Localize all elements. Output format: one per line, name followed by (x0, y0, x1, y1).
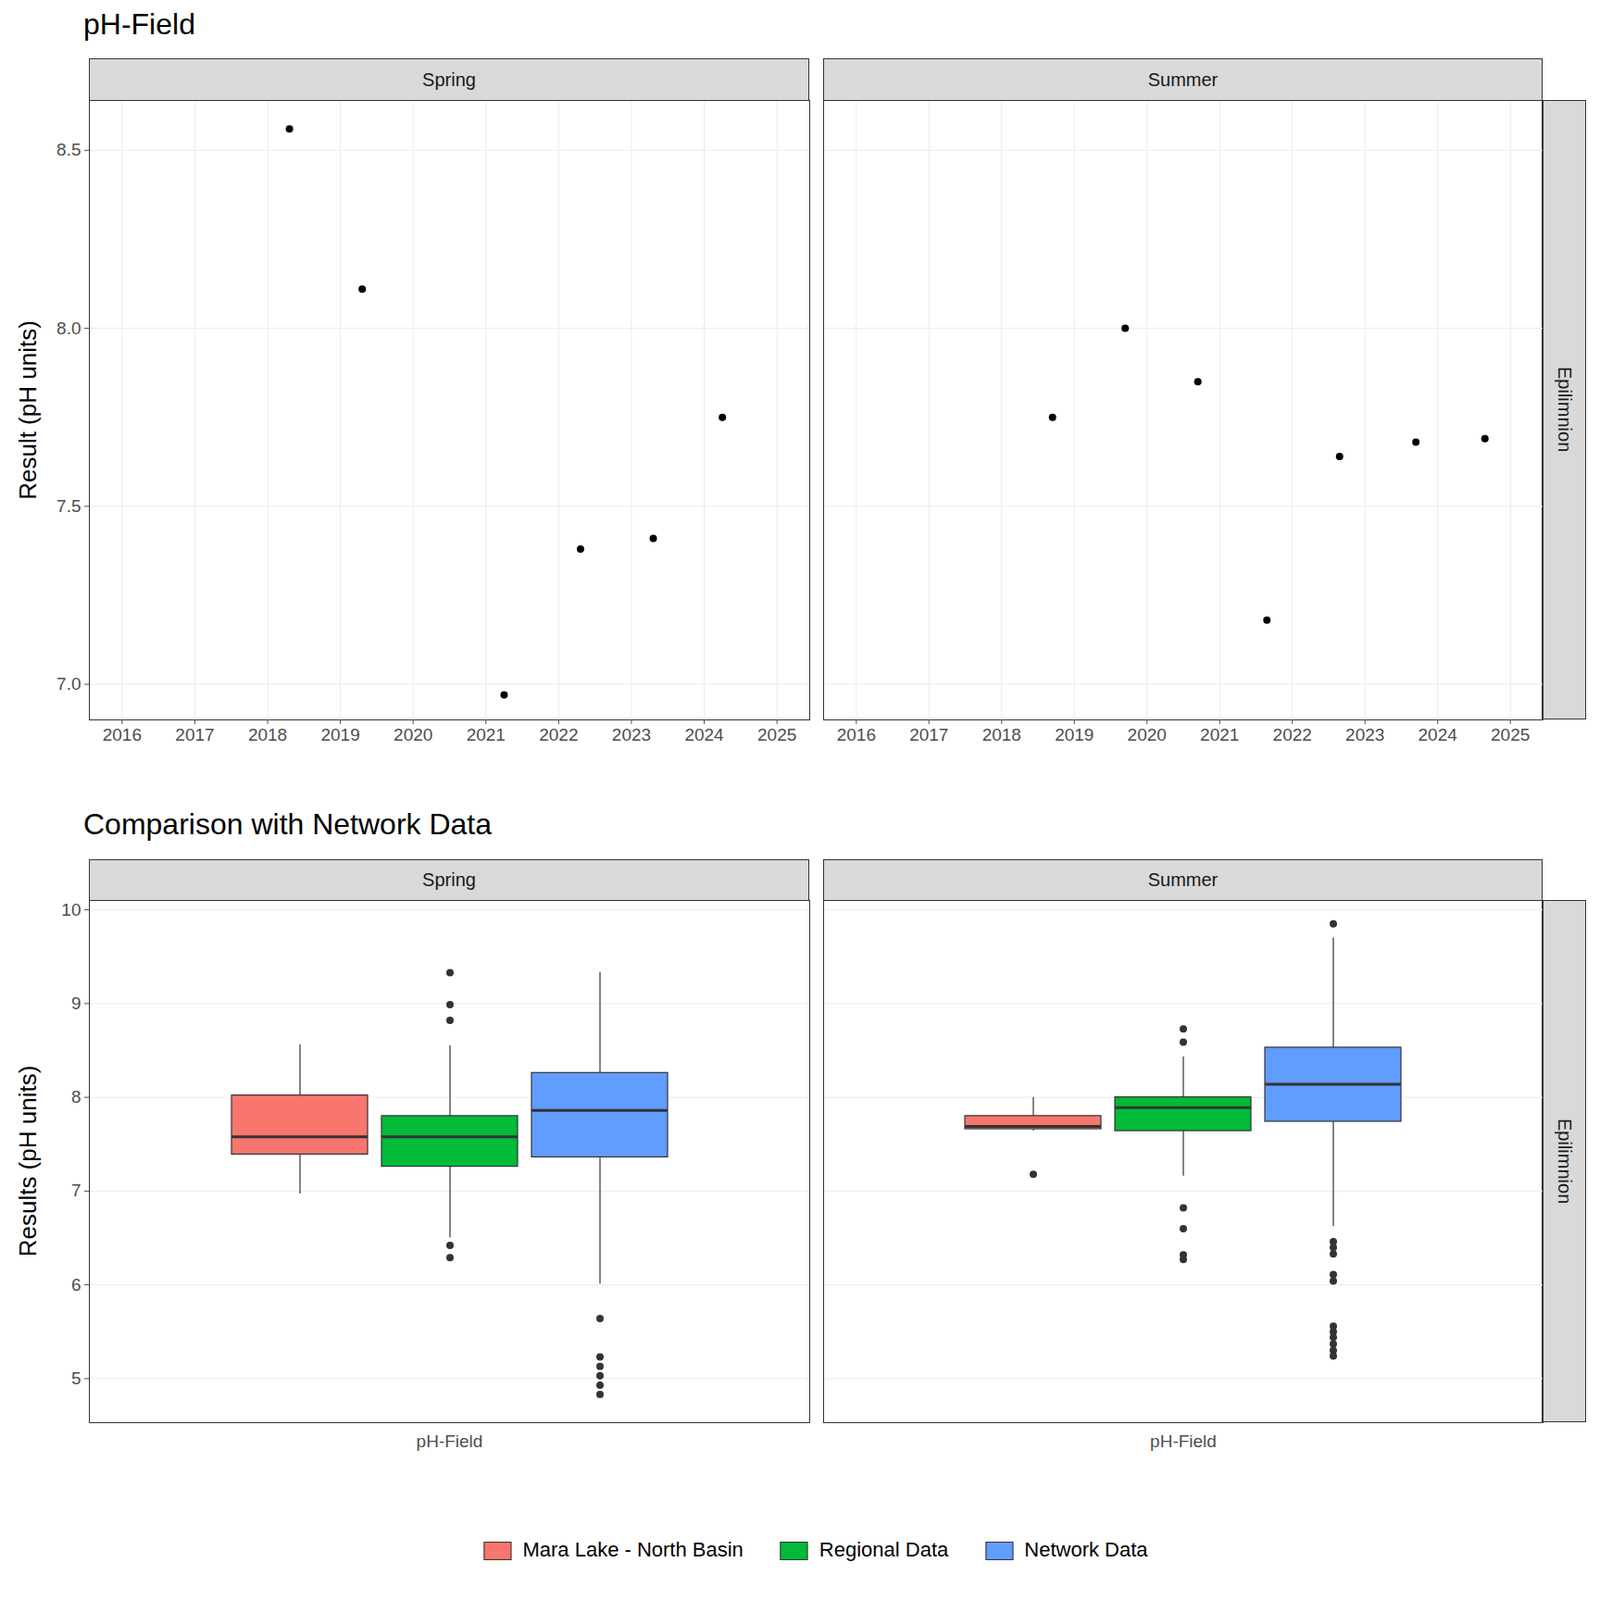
svg-text:6: 6 (71, 1275, 82, 1295)
svg-text:2022: 2022 (1273, 725, 1313, 745)
html-text:pH-Field: pH-Field (83, 7, 196, 41)
html-text:Spring: Spring (422, 68, 476, 90)
svg-text:2017: 2017 (909, 725, 949, 745)
svg-text:2023: 2023 (612, 725, 651, 745)
svg-text:2024: 2024 (1418, 725, 1459, 745)
svg-text:7: 7 (71, 1180, 82, 1200)
svg-text:2020: 2020 (393, 725, 433, 745)
html-text:Epilimnion: Epilimnion (1554, 367, 1575, 453)
svg-text:2020: 2020 (1127, 725, 1167, 745)
svg-text:2025: 2025 (1490, 725, 1530, 745)
svg-text:2019: 2019 (320, 725, 360, 745)
svg-text:pH-Field: pH-Field (416, 1431, 484, 1451)
svg-text:2024: 2024 (684, 725, 725, 745)
html-text:Comparison with Network Data: Comparison with Network Data (83, 807, 492, 841)
svg-text:2022: 2022 (538, 725, 578, 745)
html-text:Summer: Summer (1147, 869, 1218, 890)
svg-text:2021: 2021 (1200, 725, 1239, 745)
svg-text:2017: 2017 (175, 725, 214, 745)
html-text:Epilimnion: Epilimnion (1554, 1118, 1575, 1204)
svg-text:7.5: 7.5 (56, 496, 81, 516)
svg-text:5: 5 (71, 1368, 82, 1388)
svg-text:2023: 2023 (1345, 725, 1385, 745)
svg-text:2021: 2021 (466, 725, 506, 745)
html-text:Network Data: Network Data (1024, 1537, 1148, 1562)
svg-text:2025: 2025 (757, 725, 797, 745)
svg-text:9: 9 (71, 993, 82, 1013)
html-text:Result (pH units): Result (pH units) (13, 320, 42, 500)
html-text:Spring: Spring (422, 869, 476, 890)
svg-text:pH-Field: pH-Field (1150, 1431, 1217, 1451)
svg-text:2016: 2016 (837, 725, 876, 745)
svg-text:2018: 2018 (248, 725, 288, 745)
svg-text:2016: 2016 (102, 725, 142, 745)
html-text:Regional Data: Regional Data (819, 1537, 949, 1562)
svg-text:2019: 2019 (1054, 725, 1094, 745)
svg-text:2018: 2018 (982, 725, 1022, 745)
svg-text:7.0: 7.0 (56, 674, 81, 694)
html-text:Mara Lake - North Basin: Mara Lake - North Basin (522, 1537, 744, 1562)
svg-text:8: 8 (71, 1087, 82, 1107)
html-text:Summer: Summer (1147, 68, 1218, 90)
html-text:Results (pH units): Results (pH units) (13, 1065, 42, 1257)
svg-text:10: 10 (61, 900, 81, 920)
svg-text:8.5: 8.5 (56, 139, 81, 160)
svg-text:8.0: 8.0 (56, 318, 81, 338)
